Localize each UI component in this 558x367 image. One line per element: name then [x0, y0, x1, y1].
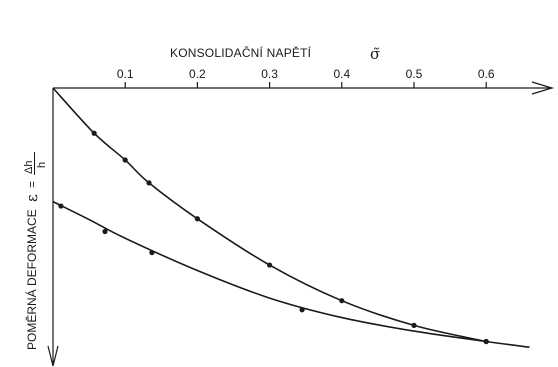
series-2-point — [102, 228, 108, 235]
series-2-point — [483, 338, 489, 345]
x-axis-title: KONSOLIDAČNÍ NAPĚTÍ — [170, 45, 312, 60]
x-tick-label: 0.2 — [189, 67, 206, 81]
series-1-point — [194, 216, 200, 222]
x-tick-label: 0.6 — [478, 67, 495, 81]
series-1-point — [339, 298, 345, 304]
series-1-line — [52, 87, 487, 343]
sigma-symbol: σ̃ — [370, 45, 380, 63]
x-tick-label: 0.4 — [333, 67, 350, 81]
series-1-point — [91, 130, 97, 136]
series-2-point — [299, 307, 305, 313]
series-1-point — [267, 262, 273, 268]
series-1-point — [411, 322, 417, 328]
x-ticks: 0.1 0.2 0.3 0.4 0.5 0.6 — [117, 67, 495, 88]
series-1-point — [146, 180, 152, 186]
y-axis-arrow — [47, 345, 59, 367]
series-2-line — [52, 200, 530, 349]
data-markers — [58, 130, 489, 345]
series-1-point — [122, 157, 128, 163]
y-axis-label-group: POMĚRNÁ DEFORMACE ε = Δh h — [23, 152, 48, 350]
fraction-numerator: Δh — [23, 161, 35, 174]
fraction-denominator: h — [36, 162, 48, 168]
series-2-point — [58, 203, 64, 209]
x-axis-arrow — [531, 81, 555, 95]
data-curves — [52, 87, 530, 349]
equals-sign: = — [25, 181, 39, 188]
epsilon-symbol: ε — [23, 194, 41, 202]
x-tick-label: 0.3 — [261, 67, 278, 81]
x-tick-label: 0.5 — [406, 67, 423, 81]
series-2-point — [149, 249, 155, 256]
x-tick-label: 0.1 — [117, 67, 134, 81]
y-axis-title: POMĚRNÁ DEFORMACE — [24, 209, 39, 350]
